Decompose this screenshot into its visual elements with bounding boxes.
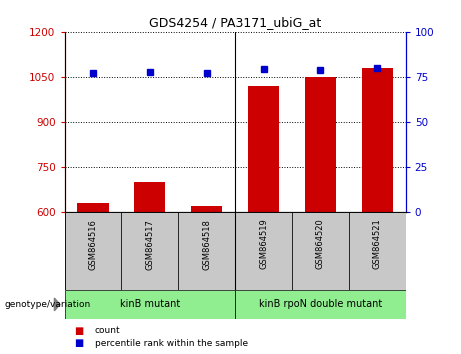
Bar (361, 68, 393, 212)
Bar (178, 212, 235, 290)
Text: genotype/variation: genotype/variation (5, 300, 91, 309)
Polygon shape (54, 298, 60, 311)
Text: GSM864519: GSM864519 (259, 219, 268, 269)
Bar (65, 212, 121, 290)
Text: ■: ■ (74, 338, 83, 348)
Bar (235, 212, 292, 290)
Bar (349, 212, 406, 290)
Text: kinB mutant: kinB mutant (120, 299, 180, 309)
Bar (248, 86, 279, 212)
Text: GSM864516: GSM864516 (89, 219, 97, 269)
Bar (65, 290, 235, 319)
Bar (305, 77, 336, 212)
Bar (134, 182, 165, 212)
Bar (292, 212, 349, 290)
Bar (77, 203, 109, 212)
Text: GSM864517: GSM864517 (145, 219, 154, 269)
Text: GSM864518: GSM864518 (202, 219, 211, 269)
Bar (121, 212, 178, 290)
Text: GSM864520: GSM864520 (316, 219, 325, 269)
Text: ■: ■ (74, 326, 83, 336)
Text: GSM864521: GSM864521 (373, 219, 382, 269)
Bar (191, 206, 222, 212)
Text: kinB rpoN double mutant: kinB rpoN double mutant (259, 299, 382, 309)
Bar (235, 290, 406, 319)
Title: GDS4254 / PA3171_ubiG_at: GDS4254 / PA3171_ubiG_at (149, 16, 321, 29)
Text: percentile rank within the sample: percentile rank within the sample (95, 339, 248, 348)
Text: count: count (95, 326, 120, 336)
